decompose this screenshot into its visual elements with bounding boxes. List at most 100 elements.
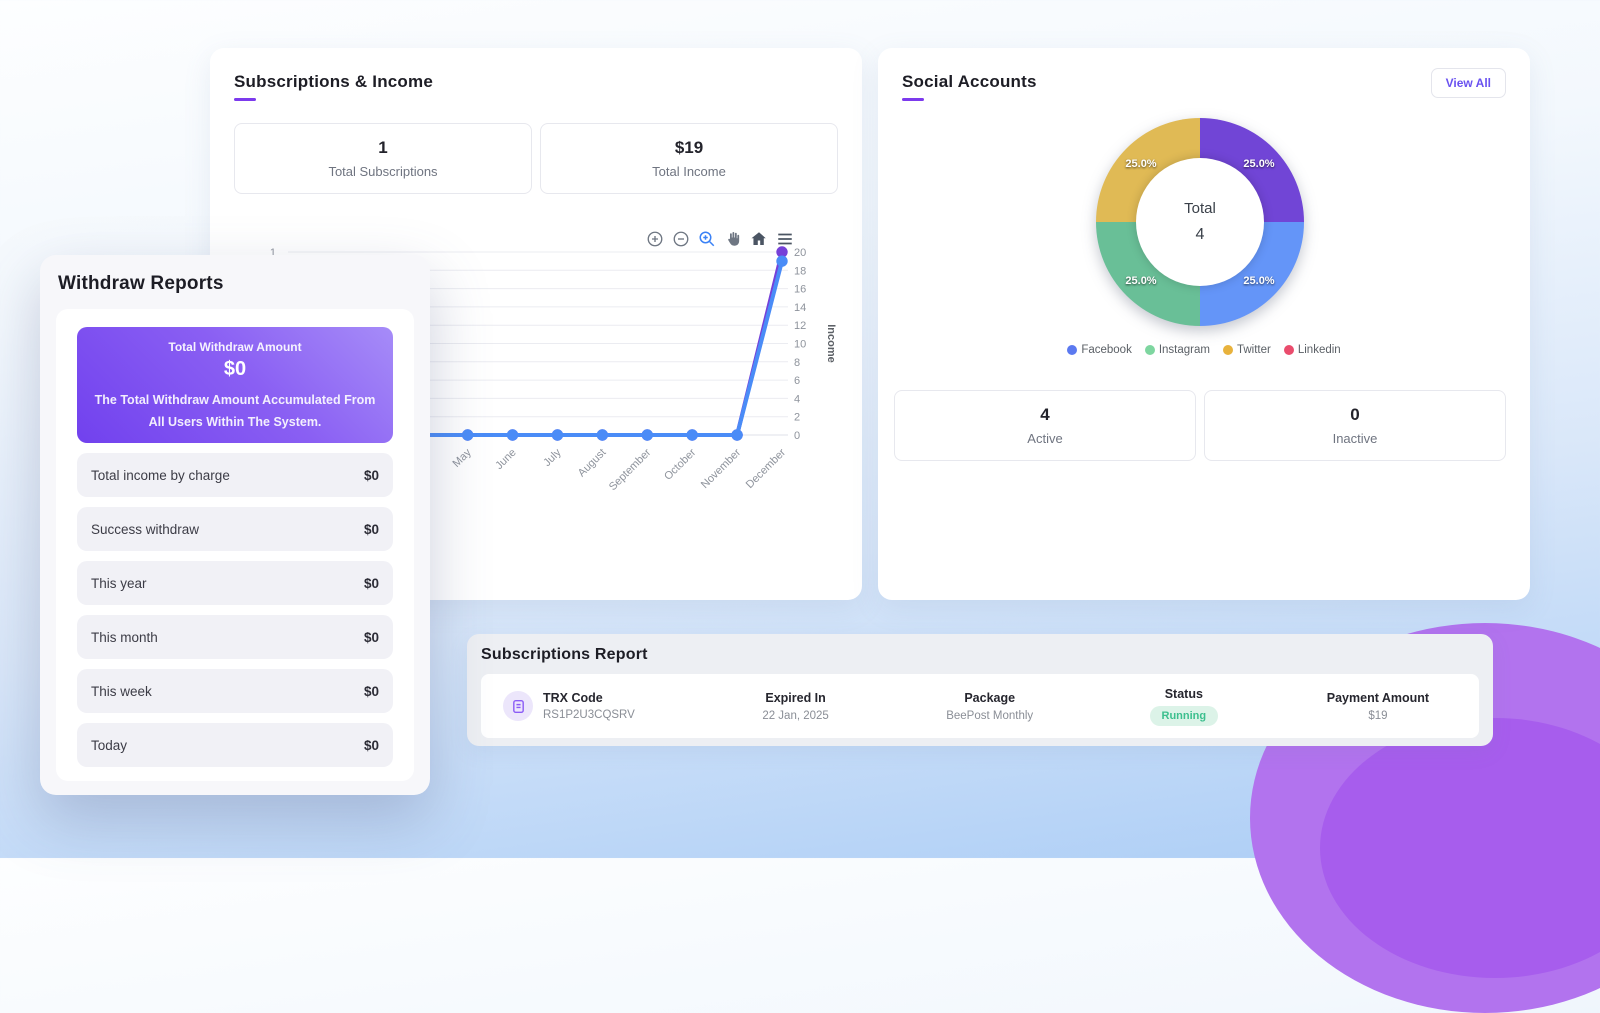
total-income-label: Total Income: [652, 164, 726, 179]
active-accounts-label: Active: [1027, 431, 1063, 446]
payment-amount-cell: Payment Amount $19: [1281, 691, 1475, 722]
legend-item-facebook[interactable]: Facebook: [1067, 344, 1132, 356]
package-header: Package: [964, 690, 1016, 705]
withdraw-row-this-year: This year $0: [77, 561, 393, 605]
svg-text:June: June: [493, 447, 518, 472]
donut-percent-label: 25.0%: [1125, 275, 1157, 287]
svg-text:16: 16: [794, 284, 806, 296]
status-cell: Status Running: [1087, 687, 1281, 726]
withdraw-reports-card: Withdraw Reports Total Withdraw Amount $…: [40, 255, 430, 795]
trx-code-value: RS1P2U3CQSRV: [543, 709, 635, 721]
withdraw-row-today: Today $0: [77, 723, 393, 767]
withdraw-row-this-month: This month $0: [77, 615, 393, 659]
facebook-legend-dot: [1067, 345, 1078, 355]
donut-center: Total 4: [1136, 158, 1264, 286]
active-accounts-stat: 4 Active: [894, 390, 1196, 461]
status-badge: Running: [1149, 705, 1219, 726]
menu-icon[interactable]: [776, 230, 794, 248]
total-subscriptions-label: Total Subscriptions: [328, 164, 438, 179]
total-income-value: $19: [674, 138, 704, 157]
row-label: This month: [91, 629, 158, 645]
svg-text:2: 2: [794, 412, 800, 424]
package-value: BeePost Monthly: [946, 709, 1034, 722]
svg-text:July: July: [541, 446, 564, 469]
social-accounts-title: Social Accounts: [902, 72, 1037, 91]
active-accounts-value: 4: [1040, 405, 1050, 424]
svg-text:December: December: [744, 446, 789, 491]
title-accent-bar: [234, 98, 256, 101]
row-value: $0: [363, 683, 379, 699]
row-value: $0: [363, 629, 379, 645]
svg-text:8: 8: [794, 357, 800, 369]
row-value: $0: [363, 467, 379, 483]
chart-toolbar: [646, 230, 794, 248]
svg-text:0: 0: [794, 430, 800, 442]
donut-legend: Facebook Instagram Twitter Linkedin: [878, 344, 1530, 356]
subscriptions-report-section: Subscriptions Report TRX Code RS1P2U3CQS…: [467, 634, 1493, 746]
svg-text:4: 4: [794, 393, 800, 405]
donut-total-label: Total: [1184, 200, 1216, 217]
instagram-legend-dot: [1144, 345, 1155, 355]
withdraw-row-total-income-by-charge: Total income by charge $0: [77, 453, 393, 497]
status-header: Status: [1164, 686, 1203, 701]
subscriptions-report-title: Subscriptions Report: [481, 646, 648, 663]
legend-item-twitter[interactable]: Twitter: [1222, 344, 1271, 356]
legend-item-instagram[interactable]: Instagram: [1144, 344, 1210, 356]
svg-text:1: 1: [270, 247, 276, 259]
donut-percent-label: 25.0%: [1243, 158, 1275, 170]
title-accent-bar: [902, 98, 924, 101]
inactive-accounts-stat: 0 Inactive: [1204, 390, 1506, 461]
twitter-legend-dot: [1222, 345, 1233, 355]
total-income-stat: $19 Total Income: [540, 123, 838, 194]
linkedin-legend-label: Linkedin: [1297, 344, 1341, 356]
legend-item-linkedin[interactable]: Linkedin: [1283, 344, 1341, 356]
svg-text:6: 6: [794, 375, 800, 387]
inactive-accounts-label: Inactive: [1332, 431, 1378, 446]
withdraw-row-this-week: This week $0: [77, 669, 393, 713]
withdraw-row-success-withdraw: Success withdraw $0: [77, 507, 393, 551]
row-value: $0: [363, 737, 379, 753]
instagram-legend-label: Instagram: [1158, 344, 1210, 356]
svg-text:10: 10: [794, 339, 806, 351]
zoom-in-icon[interactable]: [646, 230, 664, 248]
row-label: This year: [91, 575, 147, 591]
row-label: Success withdraw: [91, 521, 200, 537]
social-accounts-donut-chart[interactable]: Total 4 25.0% 25.0% 25.0% 25.0%: [1096, 118, 1304, 326]
receipt-icon: [503, 691, 533, 721]
svg-text:12: 12: [794, 320, 806, 332]
expired-in-value: 22 Jan, 2025: [762, 709, 829, 722]
twitter-legend-label: Twitter: [1236, 344, 1271, 356]
withdraw-reports-title: Withdraw Reports: [58, 273, 224, 294]
payment-amount-value: $19: [1368, 709, 1388, 722]
donut-percent-label: 25.0%: [1243, 275, 1275, 287]
pan-hand-icon[interactable]: [724, 230, 742, 248]
view-all-button[interactable]: View All: [1430, 68, 1506, 98]
row-label: Total income by charge: [91, 467, 230, 483]
total-subscriptions-stat: 1 Total Subscriptions: [234, 123, 532, 194]
facebook-legend-label: Facebook: [1081, 344, 1132, 356]
zoom-out-icon[interactable]: [672, 230, 690, 248]
subscriptions-income-title: Subscriptions & Income: [234, 72, 433, 91]
expired-in-cell: Expired In 22 Jan, 2025: [699, 691, 893, 722]
withdraw-reports-panel: Total Withdraw Amount $0 The Total Withd…: [56, 309, 414, 781]
trx-code-header: TRX Code: [543, 691, 603, 705]
total-subscriptions-value: 1: [378, 138, 388, 157]
package-cell: Package BeePost Monthly: [893, 691, 1087, 722]
svg-text:September: September: [607, 446, 654, 493]
linkedin-legend-dot: [1283, 345, 1294, 355]
home-reset-icon[interactable]: [750, 230, 768, 248]
svg-text:20: 20: [794, 247, 806, 259]
svg-text:November: November: [699, 446, 744, 491]
svg-text:18: 18: [794, 265, 806, 277]
row-label: This week: [91, 683, 152, 699]
selection-zoom-icon[interactable]: [698, 230, 716, 248]
total-withdraw-highlight: Total Withdraw Amount $0 The Total Withd…: [77, 327, 393, 443]
donut-percent-label: 25.0%: [1125, 158, 1157, 170]
social-accounts-card: Social Accounts View All Total 4 25.0% 2…: [878, 48, 1530, 600]
svg-text:August: August: [576, 447, 609, 480]
svg-text:October: October: [662, 446, 698, 482]
subscription-table-row: TRX Code RS1P2U3CQSRV Expired In 22 Jan,…: [481, 674, 1479, 738]
row-value: $0: [363, 521, 379, 537]
trx-code-cell: TRX Code RS1P2U3CQSRV: [485, 691, 699, 721]
row-value: $0: [363, 575, 379, 591]
